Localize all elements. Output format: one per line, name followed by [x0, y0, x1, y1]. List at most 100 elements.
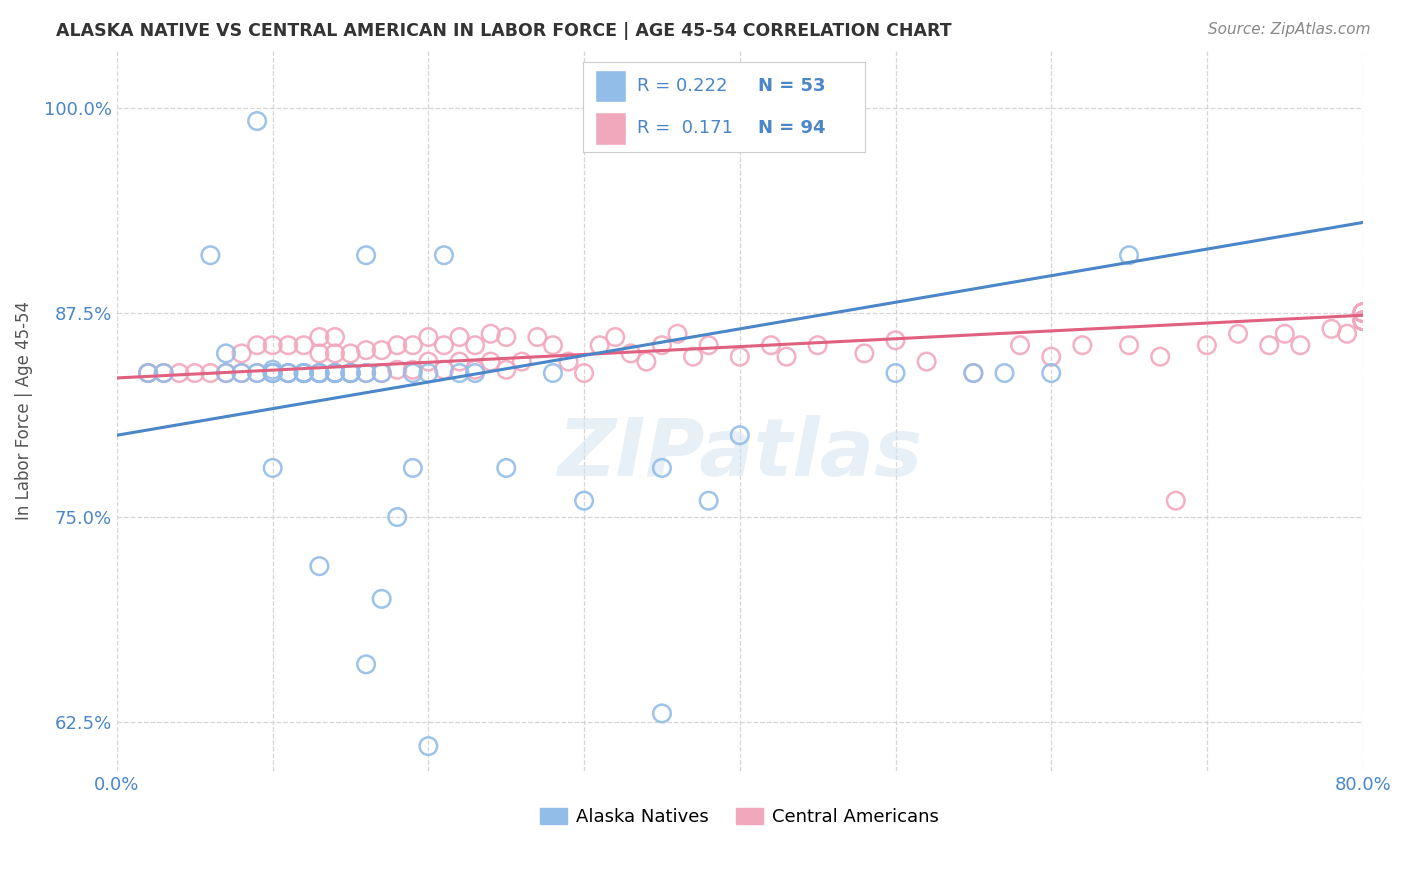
Point: [1195, 338, 1218, 352]
Point: [1040, 366, 1063, 380]
Point: [682, 350, 704, 364]
Point: [323, 366, 346, 380]
Point: [1149, 350, 1171, 364]
Point: [651, 706, 673, 721]
Point: [370, 343, 392, 358]
Point: [1040, 350, 1063, 364]
Point: [884, 366, 907, 380]
Point: [262, 366, 284, 380]
Point: [292, 366, 315, 380]
Point: [323, 330, 346, 344]
Point: [308, 330, 330, 344]
Point: [136, 366, 159, 380]
Point: [759, 338, 782, 352]
Point: [292, 338, 315, 352]
Point: [277, 366, 299, 380]
Point: [993, 366, 1015, 380]
Text: Source: ZipAtlas.com: Source: ZipAtlas.com: [1208, 22, 1371, 37]
Point: [308, 559, 330, 574]
Text: N = 94: N = 94: [758, 120, 825, 137]
Point: [370, 366, 392, 380]
Point: [1227, 326, 1250, 341]
Point: [339, 366, 361, 380]
Point: [728, 428, 751, 442]
Point: [136, 366, 159, 380]
Point: [449, 366, 471, 380]
Point: [807, 338, 830, 352]
Point: [354, 657, 377, 672]
Point: [323, 366, 346, 380]
Point: [215, 366, 238, 380]
Point: [1351, 314, 1374, 328]
Point: [402, 366, 425, 380]
Point: [962, 366, 984, 380]
Point: [262, 461, 284, 475]
Point: [728, 350, 751, 364]
Point: [1351, 314, 1374, 328]
Point: [231, 346, 253, 360]
Point: [636, 354, 658, 368]
Point: [1320, 322, 1343, 336]
Point: [464, 338, 486, 352]
Point: [1351, 305, 1374, 319]
Point: [479, 354, 502, 368]
Point: [1274, 326, 1296, 341]
Point: [167, 366, 190, 380]
Text: R = 0.222: R = 0.222: [637, 77, 727, 95]
Point: [246, 114, 269, 128]
Point: [697, 338, 720, 352]
Point: [370, 591, 392, 606]
Point: [231, 366, 253, 380]
Point: [152, 366, 174, 380]
FancyBboxPatch shape: [595, 70, 626, 102]
Point: [308, 366, 330, 380]
Point: [666, 326, 689, 341]
Point: [1336, 326, 1358, 341]
Point: [418, 739, 440, 753]
Point: [1351, 305, 1374, 319]
Point: [697, 493, 720, 508]
Point: [402, 338, 425, 352]
Point: [323, 366, 346, 380]
Point: [572, 493, 595, 508]
Point: [262, 366, 284, 380]
Point: [541, 366, 564, 380]
Point: [1351, 314, 1374, 328]
Point: [433, 338, 456, 352]
Point: [339, 366, 361, 380]
Point: [323, 366, 346, 380]
Point: [339, 346, 361, 360]
Point: [1351, 314, 1374, 328]
Point: [308, 366, 330, 380]
Point: [246, 366, 269, 380]
Point: [1351, 305, 1374, 319]
Point: [1071, 338, 1094, 352]
Point: [200, 366, 222, 380]
Point: [292, 366, 315, 380]
Point: [246, 338, 269, 352]
Point: [1351, 314, 1374, 328]
Point: [354, 366, 377, 380]
Point: [605, 330, 627, 344]
Point: [292, 366, 315, 380]
Point: [262, 366, 284, 380]
Point: [246, 366, 269, 380]
Point: [402, 461, 425, 475]
Point: [1351, 305, 1374, 319]
Text: ALASKA NATIVE VS CENTRAL AMERICAN IN LABOR FORCE | AGE 45-54 CORRELATION CHART: ALASKA NATIVE VS CENTRAL AMERICAN IN LAB…: [56, 22, 952, 40]
Point: [418, 354, 440, 368]
Point: [292, 366, 315, 380]
Point: [215, 366, 238, 380]
Point: [1351, 314, 1374, 328]
Point: [526, 330, 548, 344]
Point: [339, 366, 361, 380]
Point: [589, 338, 612, 352]
Point: [354, 343, 377, 358]
FancyBboxPatch shape: [595, 112, 626, 145]
Point: [308, 346, 330, 360]
Point: [853, 346, 876, 360]
Point: [339, 366, 361, 380]
Point: [323, 346, 346, 360]
Point: [292, 366, 315, 380]
Point: [1118, 248, 1140, 262]
